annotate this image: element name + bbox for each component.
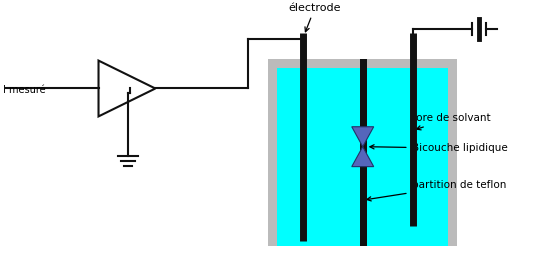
- Text: électrode: électrode: [289, 3, 341, 32]
- Text: partition de teflon: partition de teflon: [367, 180, 506, 201]
- Polygon shape: [352, 127, 374, 147]
- Bar: [268, 59, 457, 246]
- Text: Bicouche lipidique: Bicouche lipidique: [370, 143, 507, 153]
- Polygon shape: [352, 147, 374, 167]
- Text: I mesuré: I mesuré: [3, 86, 46, 96]
- Text: tore de solvant: tore de solvant: [412, 113, 490, 130]
- Bar: [277, 68, 449, 246]
- Bar: [359, 59, 367, 246]
